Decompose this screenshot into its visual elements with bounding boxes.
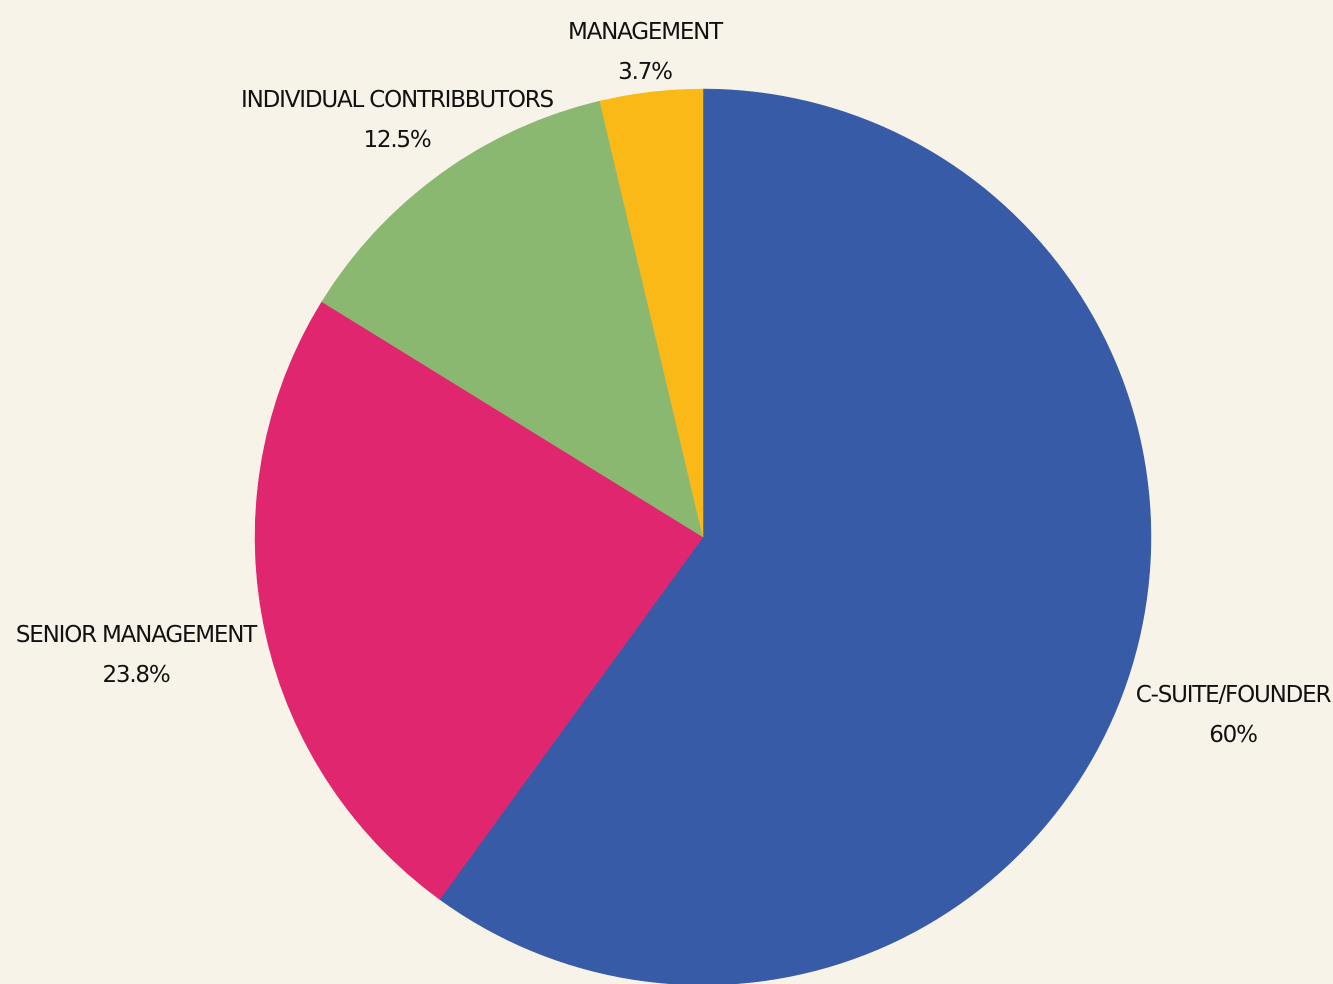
slice-label: C-SUITE/FOUNDER xyxy=(1136,682,1332,708)
slice-label: SENIOR MANAGEMENT xyxy=(16,622,258,648)
slice-label: INDIVIDUAL CONTRIBBUTORS xyxy=(241,87,554,113)
pie-slice-c-suite-founder xyxy=(439,88,1152,984)
slice-percent-label: 12.5% xyxy=(363,127,430,153)
pie-slice-senior-management xyxy=(254,301,704,900)
slice-percent-label: 3.7% xyxy=(618,59,672,85)
pie-slice-management xyxy=(599,88,704,538)
slice-percent-label: 60% xyxy=(1209,722,1257,748)
pie-slices xyxy=(254,88,1152,984)
slice-label: MANAGEMENT xyxy=(568,19,724,45)
pie-labels: C-SUITE/FOUNDER 60% SENIOR MANAGEMENT 23.8%… xyxy=(16,19,1333,748)
slice-percent-label: 23.8% xyxy=(102,662,169,688)
pie-slice-individual-contribbutors xyxy=(321,100,704,538)
